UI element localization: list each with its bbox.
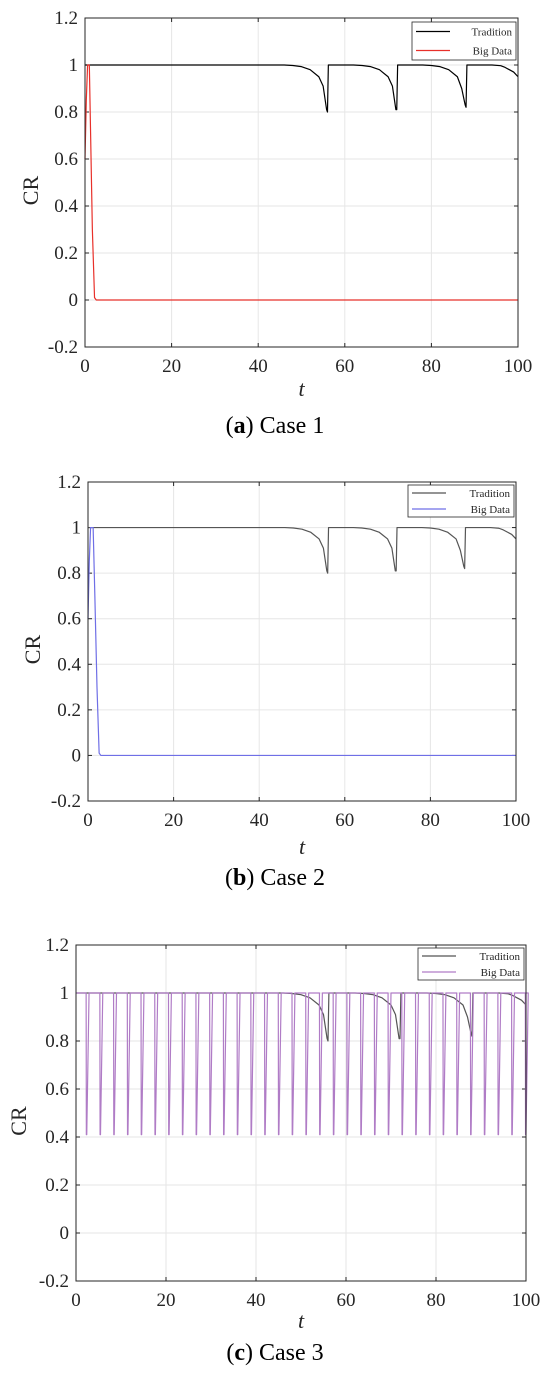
y-tick-label-a: 0.2 [54,243,78,264]
caption-b: (b) Case 2 [224,865,325,891]
x-tick-label-a: 100 [504,356,533,377]
x-tick-label-a: 60 [335,356,354,377]
y-tick-label-a: 0.4 [54,196,78,217]
x-tick-label-c: 0 [71,1290,81,1311]
caption-a-letter: a [233,413,246,439]
chart-panel-b: 0 20 40 60 80 100 -0.2 0 0.2 0.4 0.6 0.8 1 1.2 t CR Trad… [0,462,550,907]
y-tick-label-a: 1 [69,55,79,76]
legend-a: Tradition Big Data [411,21,517,61]
legend-label-b-1: Big Data [471,504,511,516]
x-tick-label-c: 80 [427,1290,446,1311]
y-tick-label-c: 1.2 [45,935,69,956]
axes-frame-b [87,481,517,802]
y-tick-label-b: 1.2 [57,472,81,493]
chart-panel-a: 0 20 40 60 80 100 -0.2 0 0.2 0.4 0.6 0.8 1 1.2 t CR Trad… [0,0,550,455]
y-tick-label-b: 0.2 [57,700,81,721]
x-tick-label-c: 100 [512,1290,541,1311]
plot-area-c [76,945,526,1281]
chart-panel-c: 0 20 40 60 80 100 -0.2 0 0.2 0.4 0.6 0.8 1 1.2 t CR Trad… [0,918,550,1387]
x-tick-label-a: 0 [80,356,90,377]
series-line-c-tradition [76,992,527,1042]
series-line-a-tradition [85,64,519,113]
legend-b: Tradition Big Data [407,484,515,518]
x-tick-label-c: 60 [337,1290,356,1311]
x-tick-label-b: 20 [164,810,183,831]
y-axis-label-b: CR [20,635,45,665]
legend-label-b-0: Tradition [469,488,510,500]
caption-b-letter: b [232,865,247,891]
y-tick-label-b: 0.4 [57,654,81,675]
y-tick-label-b: 0.6 [57,609,81,630]
plot-area-a [85,18,518,347]
caption-a-text: Case 1 [259,413,325,439]
x-axis-label-b: t [299,834,306,859]
legend-c: Tradition Big Data [417,947,525,981]
legend-label-a-0: Tradition [471,27,512,39]
y-axis-label-a: CR [18,176,43,206]
y-axis-label-c: CR [6,1106,31,1136]
plot-area-b [88,482,516,801]
y-tick-label-c: 0.4 [45,1127,69,1148]
y-tick-label-b: 1 [72,518,82,539]
x-tick-label-c: 40 [247,1290,266,1311]
caption-a: (a) Case 1 [225,413,325,439]
axes-frame-a [84,17,519,348]
x-axis-label-a: t [298,376,305,401]
series-line-c-big-data [76,992,529,1136]
y-tick-label-c: 0.2 [45,1175,69,1196]
caption-c: (c) Case 3 [226,1340,324,1366]
x-tick-label-c: 20 [157,1290,176,1311]
x-axis-label-c: t [298,1308,305,1333]
y-tick-label-b: -0.2 [51,791,81,812]
x-tick-label-b: 40 [250,810,269,831]
x-tick-label-b: 60 [335,810,354,831]
caption-c-letter: c [234,1340,245,1366]
caption-c-text: Case 3 [259,1340,324,1366]
y-tick-label-b: 0.8 [57,563,81,584]
legend-box-b [407,484,515,518]
y-tick-label-a: 0.6 [54,149,78,170]
chart-a: 0 20 40 60 80 100-0.200.20.40.60.811.2tCRTrad… [18,8,533,401]
legend-box-c [417,947,525,981]
series-line-b-tradition [88,526,517,574]
x-tick-label-a: 20 [162,356,181,377]
chart-b: 0 20 40 60 80 100-0.200.20.40.60.811.2tCRTrad… [20,472,531,859]
y-tick-label-c: 0.6 [45,1079,69,1100]
legend-label-c-1: Big Data [481,967,521,979]
caption-b-text: Case 2 [260,865,325,891]
x-tick-label-b: 80 [421,810,440,831]
series-line-b-big-data [87,526,516,757]
x-tick-label-a: 40 [249,356,268,377]
y-tick-label-c: -0.2 [39,1271,69,1292]
y-tick-label-a: 0.8 [54,102,78,123]
chart-c: 0 20 40 60 80 100-0.200.20.40.60.811.2tCRTrad… [6,935,541,1333]
y-tick-label-c: 1 [60,983,70,1004]
y-tick-label-a: 0 [69,290,79,311]
series-line-a-big-data [84,64,518,301]
y-tick-label-b: 0 [72,745,82,766]
y-tick-label-a: -0.2 [48,337,78,358]
legend-box-a [411,21,517,61]
y-tick-label-c: 0.8 [45,1031,69,1052]
axes-frame-c [75,944,527,1282]
x-tick-label-b: 100 [502,810,531,831]
x-tick-label-a: 80 [422,356,441,377]
y-tick-label-c: 0 [60,1223,70,1244]
x-tick-label-b: 0 [83,810,93,831]
legend-label-c-0: Tradition [479,951,520,963]
legend-label-a-1: Big Data [473,46,513,58]
y-tick-label-a: 1.2 [54,8,78,29]
